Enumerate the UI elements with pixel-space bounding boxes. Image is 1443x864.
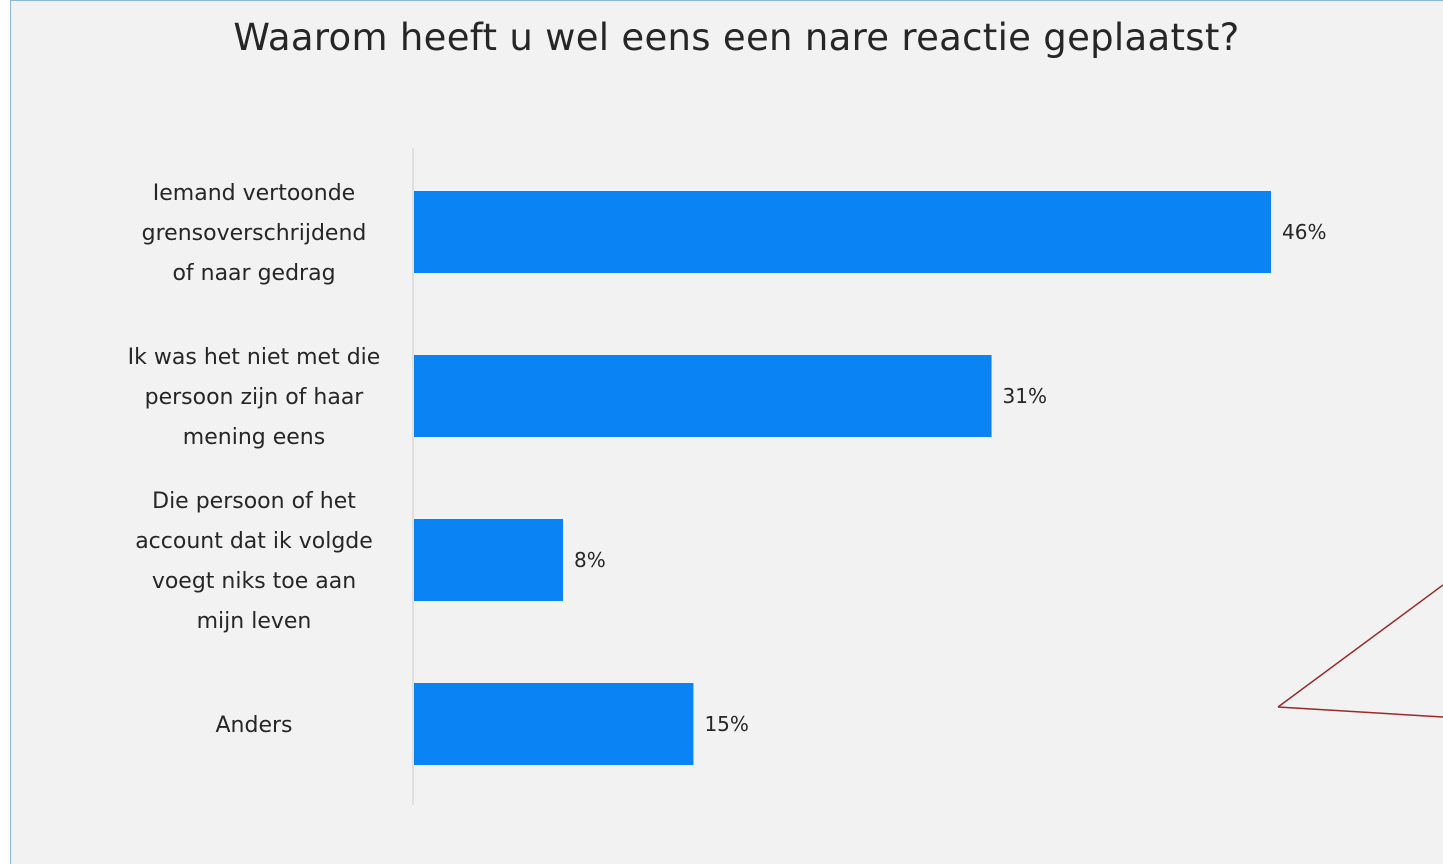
data-label: 15%: [704, 712, 748, 736]
category-label: voegt niks toe aan: [152, 569, 356, 594]
category-label: Iemand vertoonde: [153, 181, 355, 206]
category-label: grensoverschrijdend: [142, 221, 367, 246]
category-label: mijn leven: [197, 609, 312, 634]
data-label: 31%: [1003, 384, 1047, 408]
callout-line-upper: [1277, 584, 1443, 708]
category-label: Anders: [216, 713, 293, 738]
category-label: Die persoon of het: [152, 489, 356, 514]
data-label: 46%: [1282, 220, 1326, 244]
data-label: 8%: [574, 548, 606, 572]
category-label: Ik was het niet met die: [128, 345, 381, 370]
chart-title: Waarom heeft u wel eens een nare reactie…: [233, 16, 1240, 59]
bar: [414, 519, 564, 601]
category-label: of naar gedrag: [172, 261, 335, 286]
category-label: mening eens: [183, 425, 325, 450]
bar: [414, 191, 1271, 273]
category-label: persoon zijn of haar: [145, 385, 365, 410]
category-label: account dat ik volgde: [135, 529, 373, 554]
bar: [414, 355, 992, 437]
callout-line-lower: [1277, 706, 1443, 718]
bar: [414, 683, 694, 765]
